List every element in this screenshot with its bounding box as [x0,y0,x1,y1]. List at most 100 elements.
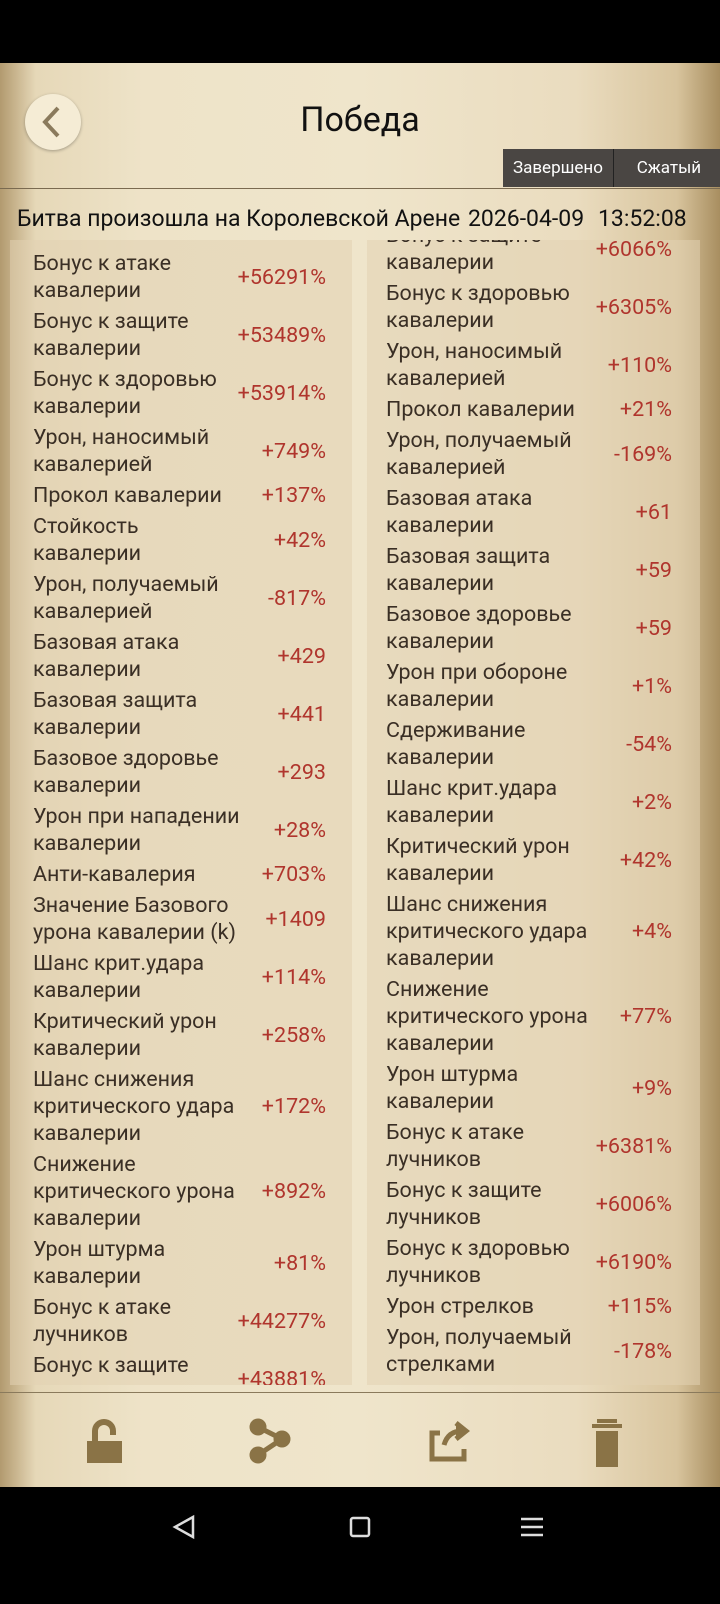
stat-label: Бонус к здоровью кавалерии [386,281,570,333]
stat-value: +749% [261,438,326,464]
battle-time: 13:52:08 [598,205,687,232]
stat-label: Бонус к защите кавалерии [386,240,542,275]
stat-label: Шанс снижения критического удара кавалер… [386,892,588,971]
stat-row: Бонус к защите лучников +6006% [386,1175,672,1233]
stat-label: Прокол кавалерии [386,397,575,422]
stat-value: +137% [261,483,326,508]
stat-row: Снижение критического урона кавалерии +89… [33,1149,326,1234]
stat-value: -178% [614,1338,672,1364]
stat-row: Базовая защита кавалерии +441 [33,685,326,743]
stat-row: Урон при обороне кавалерии +1% [386,657,672,715]
stat-value: +6190% [595,1249,672,1275]
share-button[interactable] [249,1418,291,1464]
stat-label: Урон при нападении кавалерии [33,804,240,856]
stat-value: +4% [631,919,672,944]
nav-menu[interactable] [521,1517,543,1537]
stat-value: +42% [273,527,326,553]
stat-label: Значение Базового урона кавалерии (k) [33,893,237,945]
stat-row: Урон, получаемый стрелками -178% [386,1322,672,1380]
stat-row: Шанс крит.удара кавалерии +2% [386,773,672,831]
back-button[interactable] [25,94,81,150]
export-button[interactable] [429,1421,471,1462]
stat-row: Шанс снижения критического удара кавалер… [386,889,672,974]
stat-row: Базовая атака кавалерии +61 [386,483,672,541]
stat-value: +441 [277,701,326,727]
stat-value: +61 [635,499,672,525]
battle-date: 2026-04-09 [468,205,585,232]
page-title: Победа [300,100,420,140]
stat-label: Прокол кавалерии [33,483,222,508]
stat-row: Бонус к атаке кавалерии +56291% [33,248,326,306]
stat-label: Бонус к защите лучников [386,1178,542,1230]
stat-row: Прокол кавалерии +21% [386,394,672,425]
stat-row: Урон, получаемый кавалерией -169% [386,425,672,483]
stat-label: Урон при обороне кавалерии [386,660,568,712]
stat-value: +1409 [265,906,326,932]
stat-value: +114% [261,964,326,990]
stat-row: Базовая защита кавалерии +59 [386,541,672,599]
stat-label: Базовое здоровье кавалерии [33,746,219,798]
stat-value: +110% [607,352,672,378]
stat-label: Критический урон кавалерии [33,1009,217,1061]
stat-value: -54% [626,731,672,757]
stat-row: Урон, наносимый кавалерией +749% [33,422,326,480]
stat-value: +6381% [595,1133,672,1159]
stat-value: +28% [273,817,326,843]
stat-row: Бонус к защите кавалерии +53489% [33,306,326,364]
stat-row: Бонус к здоровью кавалерии +53914% [33,364,326,422]
stat-row: Анти-кавалерия +703% [33,859,326,890]
stat-row: Урон, наносимый кавалерией +110% [386,336,672,394]
stat-label: Базовая атака кавалерии [33,630,180,682]
stat-label: Шанс крит.удара кавалерии [386,776,558,828]
stat-row: Базовая атака кавалерии +429 [33,627,326,685]
stat-row: Значение Базового урона кавалерии (k) +14… [33,890,326,948]
stat-label: Базовое здоровье кавалерии [386,602,572,654]
stat-row: Критический урон кавалерии +42% [386,831,672,889]
stat-value: +6006% [595,1191,672,1217]
stat-row: Критический урон кавалерии +258% [33,1006,326,1064]
stat-label: Урон, получаемый стрелками [386,1325,572,1377]
nav-icons [172,1514,543,1540]
stat-value: +293 [277,759,326,785]
stat-row: Сдерживание кавалерии -54% [386,715,672,773]
stat-value: +1% [631,673,672,699]
stat-row: Бонус к здоровью кавалерии +6305% [386,278,672,336]
stat-value: -169% [614,441,672,467]
stat-row: Шанс снижения критического удара кавалер… [33,1064,326,1149]
stat-label: Урон штурма кавалерии [386,1062,519,1114]
tab-completed[interactable]: Завершено [503,149,614,187]
battle-location: Битва произошла на Королевской Арене [17,205,461,232]
divider [0,188,720,189]
tab-compact[interactable]: Сжатый [613,149,720,187]
stat-label: Урон, получаемый кавалерией [386,428,572,480]
stat-label: Урон, наносимый кавалерией [33,425,210,477]
toolbar-icons [87,1418,622,1467]
stat-value: +892% [261,1179,326,1204]
delete-button[interactable] [592,1419,622,1467]
stat-label: Снижение критического урона кавалерии [386,977,588,1056]
stat-row: Урон штурма кавалерии +81% [33,1234,326,1292]
stat-value: +2% [631,789,672,815]
stat-value: +59 [635,557,672,583]
stat-value: +43881% [237,1366,326,1386]
stat-row: Бонус к защите лучников +43881% [33,1350,326,1385]
stat-value: +42% [619,847,672,873]
stat-label: Шанс крит.удара кавалерии [33,951,205,1003]
navigation-bar [0,1487,720,1600]
stat-label: Анти-кавалерия [33,862,196,887]
stat-value: -817% [268,585,326,611]
stat-value: +56291% [237,264,326,290]
stat-label: Урон стрелков [386,1294,534,1319]
stat-label: Критический урон кавалерии [386,834,570,886]
stat-row: Снижение критического урона кавалерии +77… [386,974,672,1059]
stat-label: Бонус к защите кавалерии [33,309,189,361]
stat-label: Бонус к защите лучников [33,1353,189,1385]
stat-row: Бонус к здоровью лучников +6190% [386,1233,672,1291]
lock-button[interactable] [87,1419,122,1463]
left-column: Бонус к атаке кавалерии +56291% Бонус к за… [10,240,352,1385]
stat-row: Шанс крит.удара кавалерии +114% [33,948,326,1006]
stat-row: Базовое здоровье кавалерии +293 [33,743,326,801]
nav-back[interactable] [172,1514,195,1540]
nav-home[interactable] [349,1516,371,1538]
